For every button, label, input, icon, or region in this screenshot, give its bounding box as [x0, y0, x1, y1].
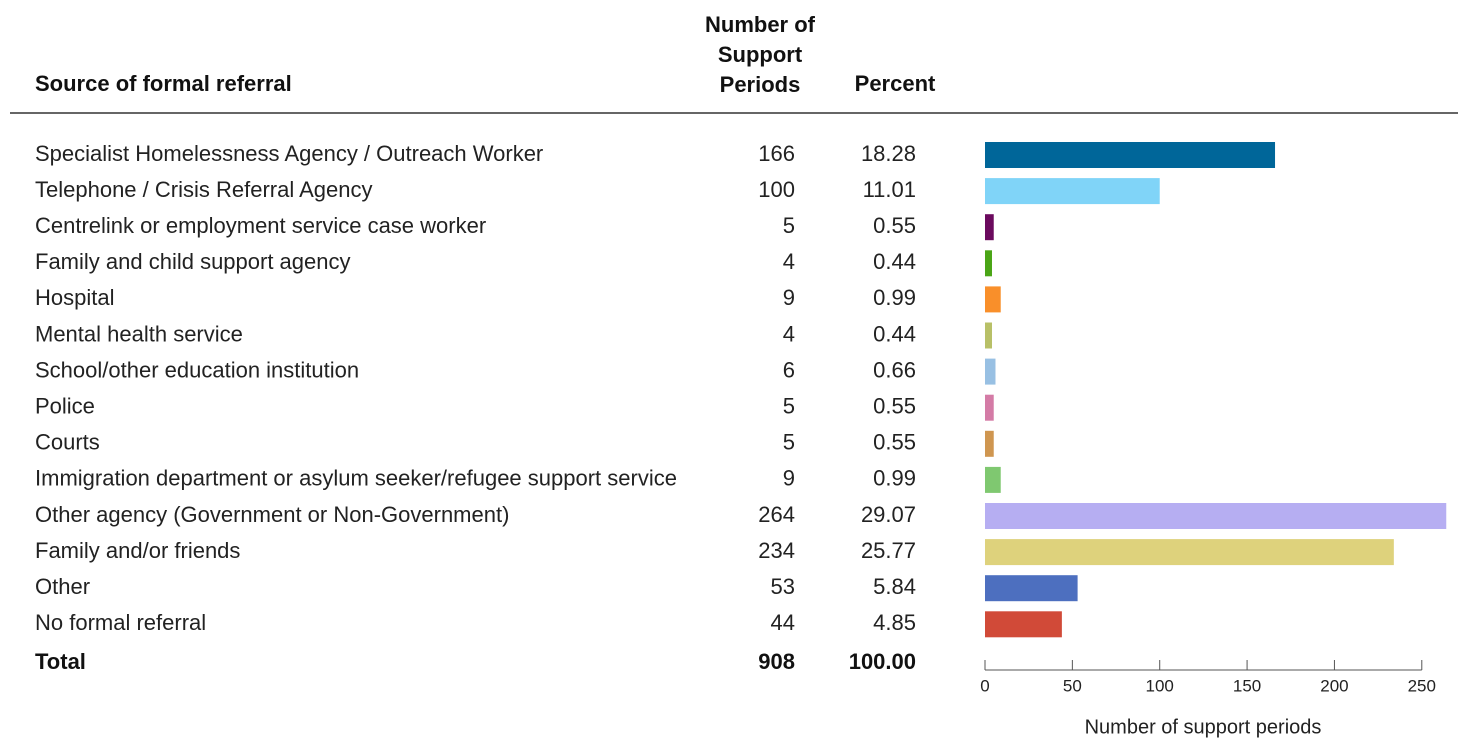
row-label: Courts — [35, 430, 100, 455]
percent-cell: 0.44 — [873, 321, 916, 346]
count-cell: 264 — [758, 502, 795, 527]
row-label: School/other education institution — [35, 357, 359, 382]
percent-cell: 0.99 — [873, 466, 916, 491]
count-cell: 234 — [758, 538, 795, 563]
total-percent: 100.00 — [849, 649, 916, 674]
row-label: Police — [35, 394, 95, 419]
x-tick-label: 150 — [1233, 676, 1261, 695]
percent-cell: 0.99 — [873, 285, 916, 310]
count-cell: 4 — [783, 249, 795, 274]
count-cell: 5 — [783, 430, 795, 455]
bar — [985, 250, 992, 277]
bar — [985, 142, 1276, 168]
row-label: Immigration department or asylum seeker/… — [35, 466, 677, 491]
x-tick-label: 200 — [1320, 676, 1348, 695]
source-header: Source of formal referral — [35, 71, 292, 96]
bar — [985, 394, 994, 421]
x-tick-label: 50 — [1063, 676, 1082, 695]
percent-cell: 29.07 — [861, 502, 916, 527]
row-label: Hospital — [35, 285, 114, 310]
percent-cell: 0.44 — [873, 249, 916, 274]
bar — [985, 430, 994, 457]
bar — [985, 539, 1394, 566]
percent-cell: 11.01 — [863, 177, 916, 202]
bar — [985, 611, 1062, 638]
count-cell: 9 — [783, 285, 795, 310]
row-label: Specialist Homelessness Agency / Outreac… — [35, 141, 543, 166]
count-cell: 5 — [783, 394, 795, 419]
total-count: 908 — [758, 649, 795, 674]
row-label: Centrelink or employment service case wo… — [35, 213, 486, 238]
total-label: Total — [35, 649, 86, 674]
row-label: Family and child support agency — [35, 249, 351, 274]
x-tick-label: 0 — [980, 676, 989, 695]
x-tick-label: 100 — [1146, 676, 1174, 695]
row-label: No formal referral — [35, 610, 206, 635]
row-label: Mental health service — [35, 321, 243, 346]
count-cell: 100 — [758, 177, 795, 202]
count-cell: 6 — [783, 357, 795, 382]
bar — [985, 575, 1078, 602]
count-cell: 53 — [771, 574, 795, 599]
row-label: Family and/or friends — [35, 538, 240, 563]
bar — [985, 503, 1447, 529]
bar — [985, 358, 996, 385]
row-label: Other — [35, 574, 90, 599]
count-cell: 4 — [783, 321, 795, 346]
row-label: Telephone / Crisis Referral Agency — [35, 177, 373, 202]
percent-cell: 0.55 — [873, 394, 916, 419]
bar — [985, 214, 994, 241]
x-axis-title: Number of support periods — [1085, 716, 1322, 738]
percent-cell: 0.66 — [873, 357, 916, 382]
percent-header: Percent — [855, 71, 936, 96]
bar — [985, 322, 992, 349]
count-cell: 9 — [783, 466, 795, 491]
bar — [985, 178, 1160, 205]
bar — [985, 286, 1001, 313]
percent-cell: 0.55 — [873, 430, 916, 455]
percent-cell: 18.28 — [861, 141, 916, 166]
x-tick-label: 250 — [1408, 676, 1436, 695]
row-label: Other agency (Government or Non-Governme… — [35, 502, 509, 527]
percent-cell: 4.85 — [873, 610, 916, 635]
count-cell: 5 — [783, 213, 795, 238]
percent-cell: 0.55 — [873, 213, 916, 238]
count-header: Number of Support Periods — [705, 12, 815, 97]
count-cell: 44 — [771, 610, 795, 635]
count-cell: 166 — [758, 141, 795, 166]
percent-cell: 5.84 — [873, 574, 916, 599]
bar — [985, 466, 1001, 493]
percent-cell: 25.77 — [861, 538, 916, 563]
